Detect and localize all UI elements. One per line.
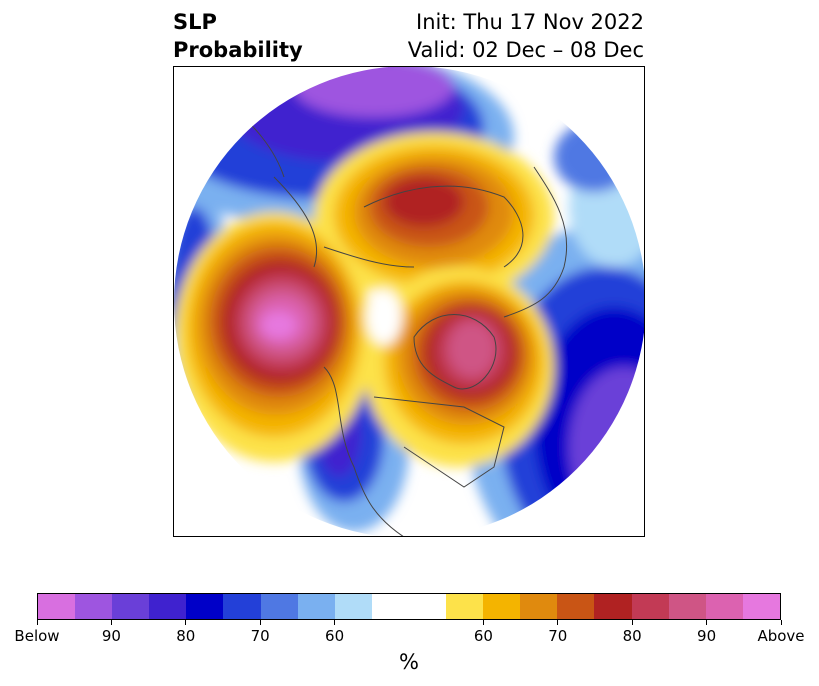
colorbar-swatch xyxy=(186,594,224,619)
colorbar-tick-mark xyxy=(631,620,633,625)
colorbar-tick-label: 70 xyxy=(250,627,270,645)
title-type: Probability xyxy=(173,38,303,62)
map-panel xyxy=(173,66,645,537)
colorbar-tick-mark xyxy=(482,620,484,625)
title-variable: SLP xyxy=(173,10,217,34)
colorbar-tick-label: 60 xyxy=(325,627,345,645)
colorbar-tick-label: Above xyxy=(757,627,805,645)
colorbar-tick-label: Below xyxy=(14,627,60,645)
colorbar-tick-mark xyxy=(36,620,38,625)
colorbar-swatch xyxy=(408,594,447,619)
colorbar-tick-label: 90 xyxy=(697,627,717,645)
colorbar-unit-label: % xyxy=(399,650,419,674)
north-pacific-above xyxy=(174,212,374,462)
colorbar-tick-label: 90 xyxy=(101,627,121,645)
colorbar-swatch xyxy=(297,594,335,619)
title-valid: Valid: 02 Dec – 08 Dec xyxy=(407,38,644,62)
colorbar-swatch xyxy=(260,594,298,619)
colorbar-tick-mark xyxy=(110,620,112,625)
neutral-gap xyxy=(366,289,402,345)
colorbar-tick-mark xyxy=(557,620,559,625)
colorbar-swatch xyxy=(446,594,484,619)
title-init: Init: Thu 17 Nov 2022 xyxy=(416,10,644,34)
arctic-siberia-above xyxy=(314,132,554,302)
colorbar-swatch xyxy=(149,594,187,619)
colorbar-swatch xyxy=(520,594,558,619)
colorbar-tick-mark xyxy=(334,620,336,625)
colorbar-tick-label: 80 xyxy=(622,627,642,645)
colorbar-swatch xyxy=(371,594,409,619)
colorbar-swatch xyxy=(631,594,669,619)
colorbar-swatch xyxy=(483,594,521,619)
colorbar-swatch xyxy=(668,594,706,619)
colorbar-tick-label: 60 xyxy=(473,627,493,645)
colorbar-tick-label: 80 xyxy=(176,627,196,645)
colorbar-tick-label: 70 xyxy=(548,627,568,645)
colorbar-tick-mark xyxy=(780,620,782,625)
colorbar-swatch xyxy=(705,594,743,619)
colorbar-tick-mark xyxy=(259,620,261,625)
coastlines xyxy=(233,106,568,536)
colorbar xyxy=(37,593,781,620)
chart-title-right: Init: Thu 17 Nov 2022 Valid: 02 Dec – 08… xyxy=(408,8,644,64)
colorbar-tick-mark xyxy=(185,620,187,625)
probability-map xyxy=(174,67,644,536)
colorbar-swatch xyxy=(223,594,261,619)
colorbar-swatch xyxy=(742,594,780,619)
colorbar-tick-mark xyxy=(706,620,708,625)
colorbar-swatch xyxy=(557,594,595,619)
colorbar-swatch xyxy=(38,594,76,619)
colorbar-swatch xyxy=(112,594,150,619)
chart-title-left: SLP Probability xyxy=(173,8,303,64)
colorbar-swatch xyxy=(334,594,372,619)
colorbar-swatch xyxy=(75,594,113,619)
colorbar-swatch xyxy=(594,594,632,619)
